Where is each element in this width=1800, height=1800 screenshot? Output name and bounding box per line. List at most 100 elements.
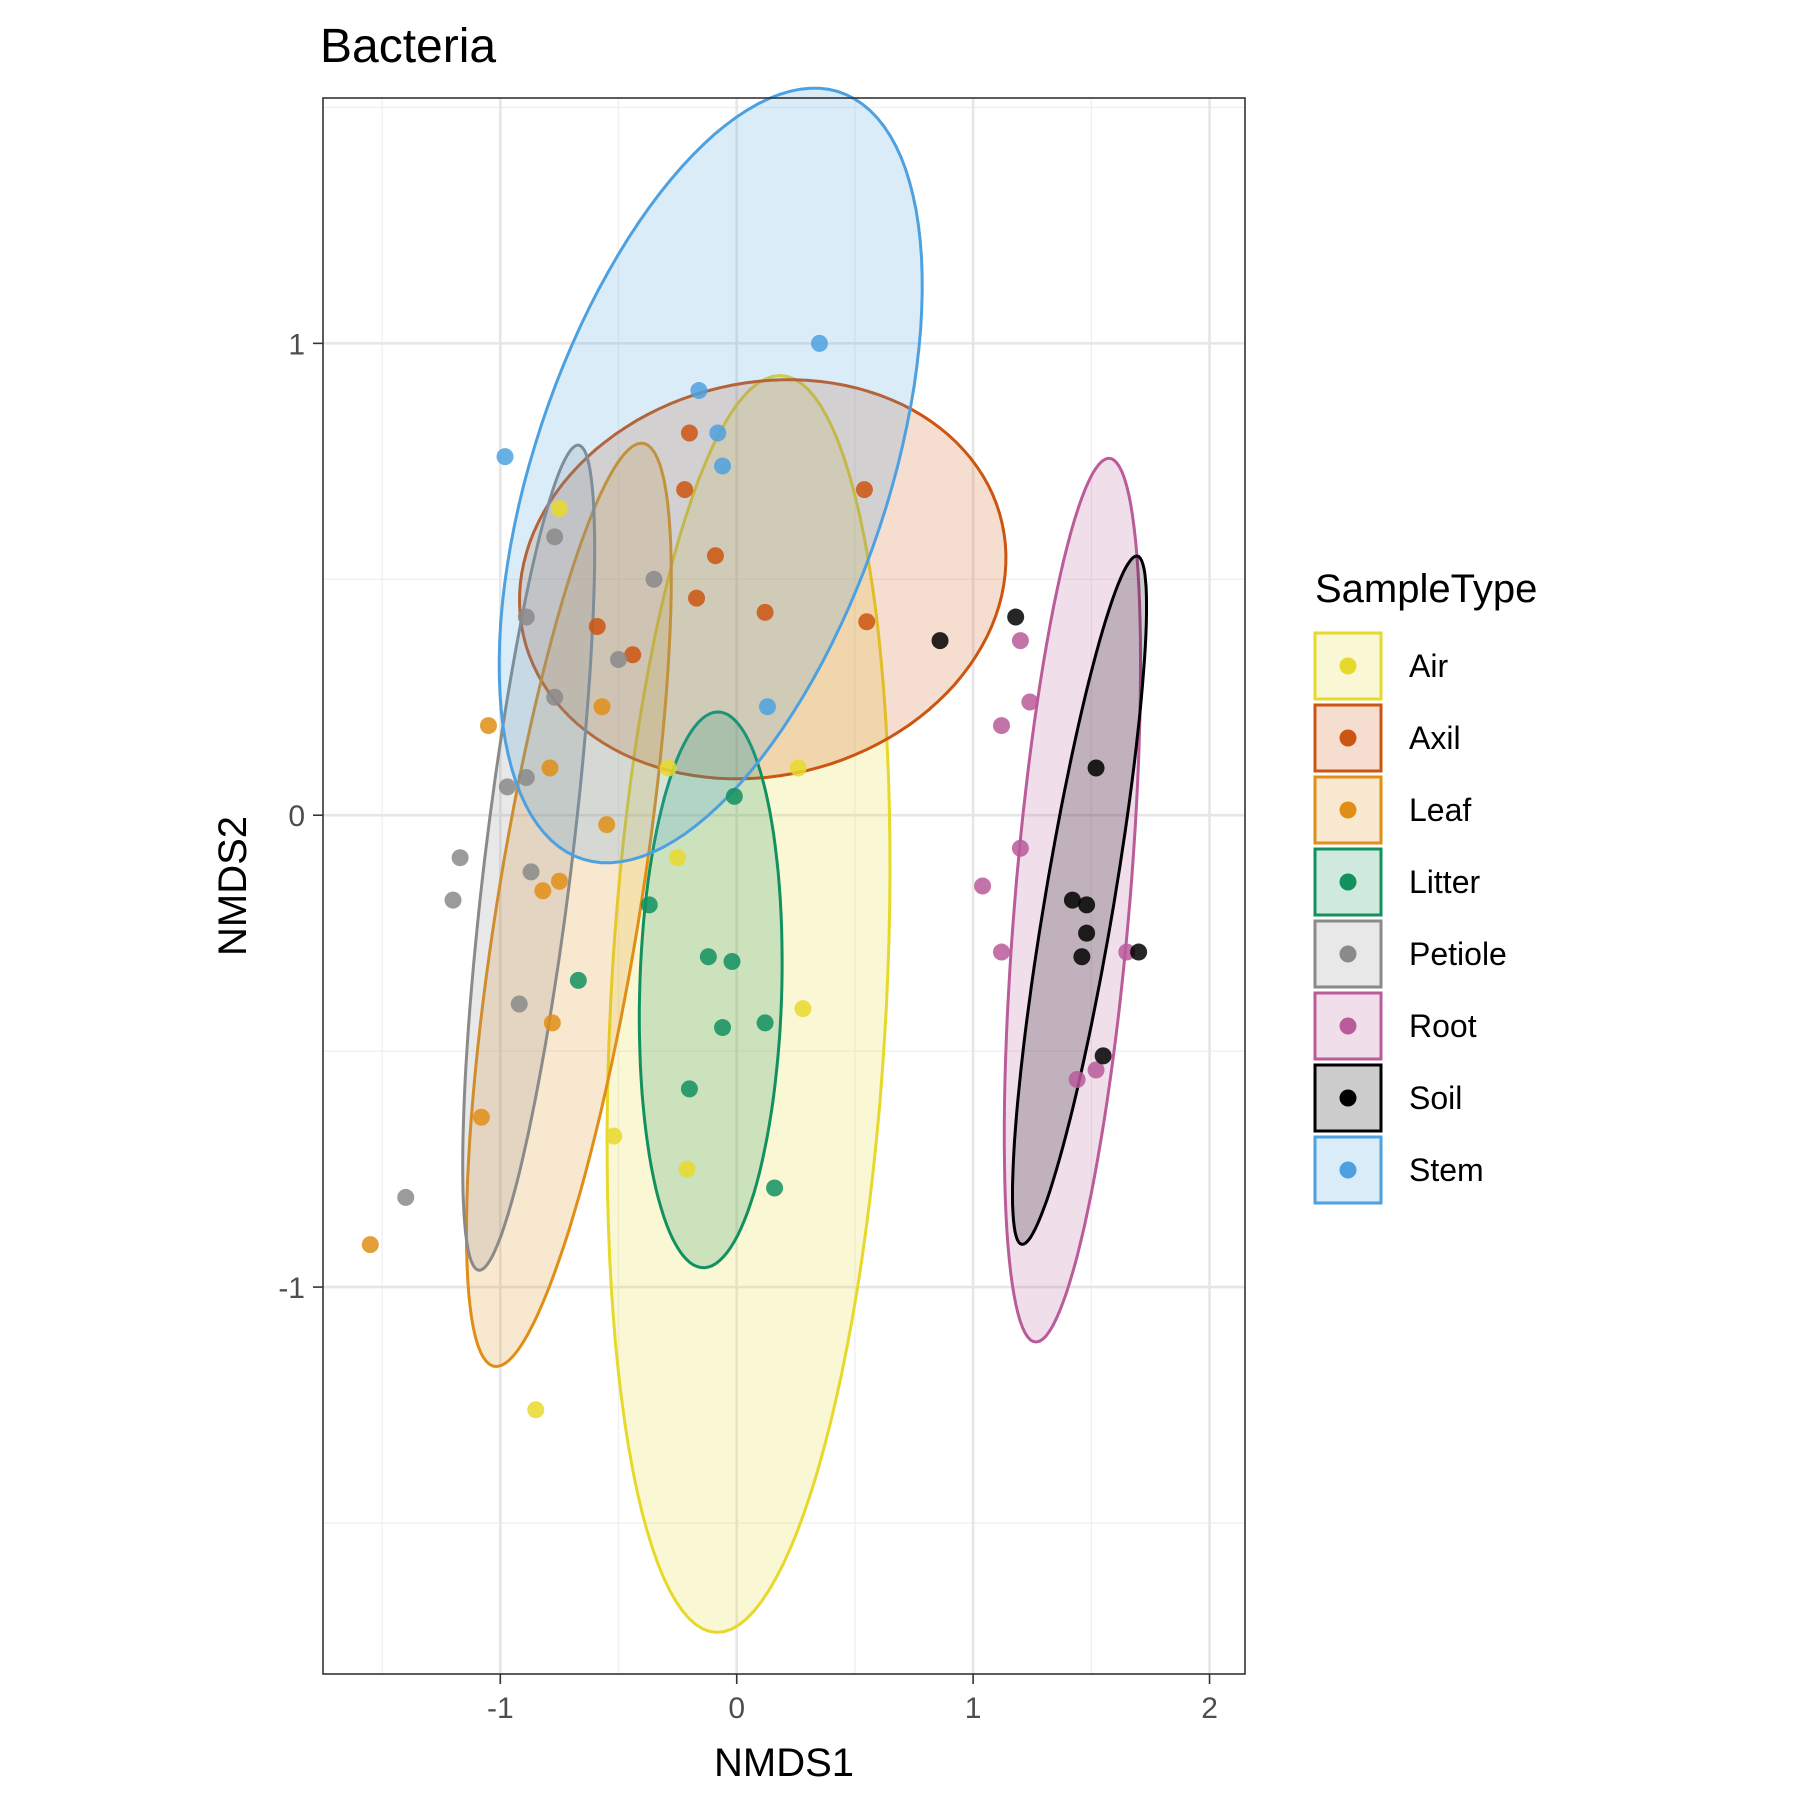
point-root <box>1021 693 1039 711</box>
point-axil <box>855 481 873 499</box>
point-stem <box>690 382 708 400</box>
point-leaf <box>472 1108 490 1126</box>
data-points <box>361 334 1148 1419</box>
point-leaf <box>543 1014 561 1032</box>
x-tick-label: 2 <box>1201 1692 1218 1725</box>
legend-key-point <box>1339 657 1357 675</box>
point-petiole <box>645 570 663 588</box>
legend-key-point <box>1339 729 1357 747</box>
legend: SampleType Air Axil Leaf Litter Petiole Root S… <box>1313 567 1537 1205</box>
ellipse-stem <box>497 86 924 865</box>
point-stem <box>709 424 727 442</box>
point-axil <box>624 646 642 664</box>
point-root <box>1011 632 1029 650</box>
ellipse-leaf <box>464 441 673 1369</box>
point-soil <box>1087 759 1105 777</box>
point-air <box>669 849 687 867</box>
point-root <box>1118 943 1136 961</box>
legend-key-point <box>1339 1089 1357 1107</box>
point-litter <box>680 1080 698 1098</box>
legend-key-point <box>1339 945 1357 963</box>
point-root <box>992 943 1010 961</box>
point-litter <box>725 787 743 805</box>
x-tick-label: -1 <box>487 1692 514 1725</box>
legend-label-litter: Litter <box>1409 864 1480 900</box>
point-soil <box>1078 896 1096 914</box>
point-petiole <box>517 608 535 626</box>
y-tick-label: -1 <box>278 1272 305 1305</box>
ellipse-axil <box>518 378 1008 781</box>
point-air <box>678 1160 696 1178</box>
point-axil <box>680 424 698 442</box>
x-tick-label: 1 <box>965 1692 982 1725</box>
ellipse-petiole <box>461 443 597 1272</box>
legend-label-axil: Axil <box>1409 720 1461 756</box>
point-axil <box>706 547 724 565</box>
point-leaf <box>361 1236 379 1254</box>
legend-label-leaf: Leaf <box>1409 792 1471 828</box>
point-litter <box>569 971 587 989</box>
point-leaf <box>541 759 559 777</box>
chart-title: Bacteria <box>320 20 496 73</box>
legend-label-soil: Soil <box>1409 1080 1462 1116</box>
point-litter <box>723 952 741 970</box>
point-air <box>527 1401 545 1419</box>
point-soil <box>1073 948 1091 966</box>
point-litter <box>766 1179 784 1197</box>
point-soil <box>1094 1047 1112 1065</box>
point-petiole <box>510 995 528 1013</box>
point-axil <box>858 613 876 631</box>
point-stem <box>496 448 514 466</box>
point-soil <box>1063 891 1081 909</box>
point-root <box>1068 1070 1086 1088</box>
point-leaf <box>534 882 552 900</box>
point-petiole <box>517 768 535 786</box>
point-petiole <box>451 849 469 867</box>
ellipse-air <box>605 373 892 1634</box>
point-petiole <box>546 528 564 546</box>
legend-label-root: Root <box>1409 1008 1477 1044</box>
point-root <box>1087 1061 1105 1079</box>
legend-title: SampleType <box>1315 567 1537 611</box>
point-leaf <box>550 872 568 890</box>
point-axil <box>688 589 706 607</box>
point-soil <box>1130 943 1148 961</box>
point-air <box>605 1127 623 1145</box>
point-root <box>992 717 1010 735</box>
y-tick-label: 0 <box>288 800 305 833</box>
legend-key-point <box>1339 1017 1357 1035</box>
point-axil <box>756 603 774 621</box>
point-litter <box>714 1019 732 1037</box>
point-leaf <box>479 717 497 735</box>
point-air <box>789 759 807 777</box>
point-leaf <box>598 816 616 834</box>
point-soil <box>1078 924 1096 942</box>
y-tick-label: 1 <box>288 328 305 361</box>
legend-label-air: Air <box>1409 648 1448 684</box>
point-axil <box>676 481 694 499</box>
plot-border <box>322 97 1246 1675</box>
x-tick-label: 0 <box>728 1692 745 1725</box>
point-litter <box>756 1014 774 1032</box>
point-petiole <box>397 1188 415 1206</box>
point-air <box>659 759 677 777</box>
legend-key-point <box>1339 1161 1357 1179</box>
legend-key-point <box>1339 873 1357 891</box>
point-soil <box>931 632 949 650</box>
y-axis-title: NMDS2 <box>211 816 255 956</box>
legend-label-petiole: Petiole <box>1409 936 1507 972</box>
point-stem <box>714 457 732 475</box>
point-petiole <box>610 651 628 669</box>
point-petiole <box>444 891 462 909</box>
point-petiole <box>498 778 516 796</box>
point-axil <box>588 617 606 635</box>
legend-key-point <box>1339 801 1357 819</box>
point-stem <box>758 698 776 716</box>
grid-major <box>323 98 1245 1674</box>
point-leaf <box>593 698 611 716</box>
point-root <box>1011 839 1029 857</box>
point-litter <box>699 948 717 966</box>
x-axis: -1 0 1 2 <box>487 1674 1218 1725</box>
point-litter <box>640 896 658 914</box>
